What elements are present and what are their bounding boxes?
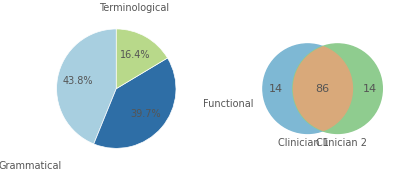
Text: 16.4%: 16.4%	[120, 50, 151, 60]
Text: 86: 86	[316, 84, 330, 94]
Text: 43.8%: 43.8%	[63, 76, 94, 86]
Wedge shape	[116, 29, 168, 89]
Text: 14: 14	[363, 84, 377, 94]
Circle shape	[263, 44, 352, 133]
Text: Terminological: Terminological	[99, 3, 169, 13]
Text: Grammatical: Grammatical	[0, 161, 61, 171]
Text: 14: 14	[268, 84, 282, 94]
Text: 39.7%: 39.7%	[130, 109, 161, 119]
Wedge shape	[94, 58, 176, 148]
Circle shape	[263, 44, 352, 133]
Text: Clinician 1: Clinician 1	[278, 138, 329, 148]
Text: Functional: Functional	[203, 98, 253, 109]
Wedge shape	[56, 29, 116, 144]
Text: Clinician 2: Clinician 2	[316, 138, 368, 148]
Circle shape	[293, 44, 382, 133]
